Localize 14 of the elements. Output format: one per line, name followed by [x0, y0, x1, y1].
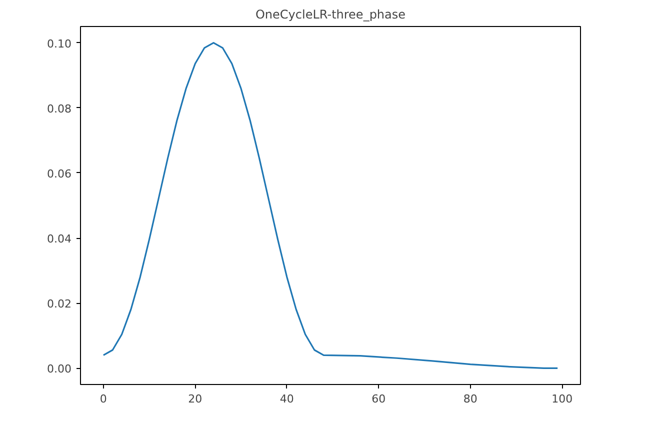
y-tick-label: 0.00 — [47, 362, 72, 376]
y-tick-label: 0.02 — [47, 298, 72, 311]
x-tick-label: 80 — [463, 392, 478, 406]
x-tick-label: 20 — [188, 392, 202, 406]
x-tick-label: 40 — [280, 392, 294, 406]
y-tick-label: 0.04 — [47, 232, 72, 246]
x-tick-label: 0 — [100, 392, 107, 406]
y-tick-label: 0.08 — [47, 102, 72, 116]
chart-title: OneCycleLR-three_phase — [255, 8, 406, 22]
line-series — [102, 42, 558, 370]
x-tick-label: 100 — [552, 392, 573, 406]
y-tick-label: 0.06 — [47, 167, 72, 180]
y-tick-label: 0.10 — [47, 37, 72, 50]
x-tick-label: 60 — [372, 392, 386, 406]
